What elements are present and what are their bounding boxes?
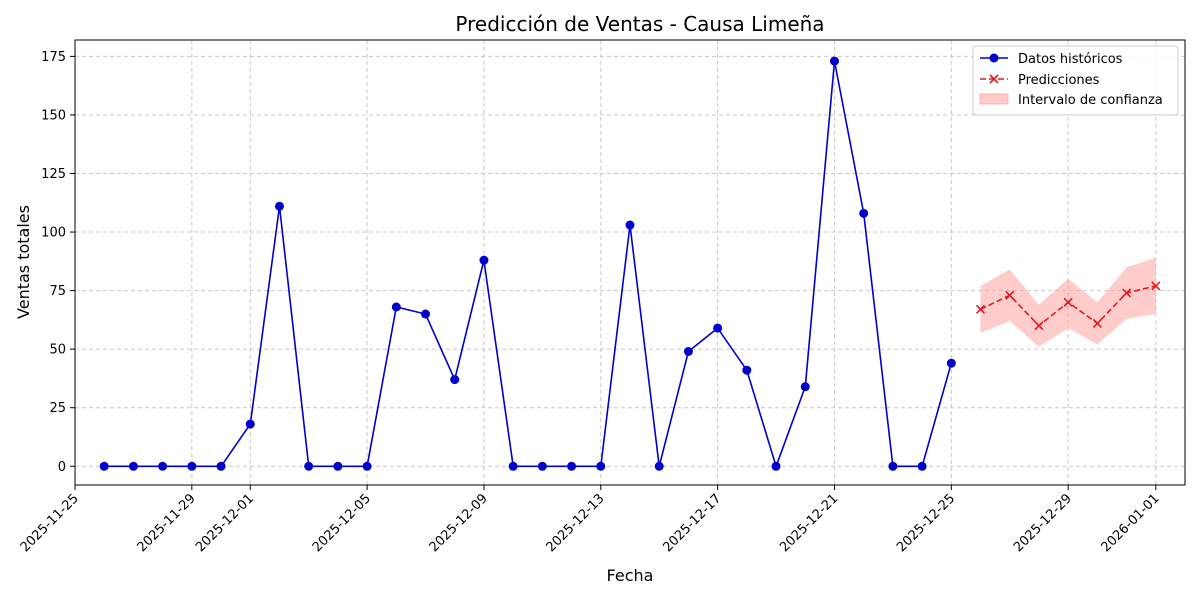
data-point: [859, 208, 869, 218]
x-tick-label: 2025-12-13: [544, 491, 608, 555]
prediction-point: [1151, 281, 1161, 291]
data-point: [567, 461, 577, 471]
x-tick-label: 2025-11-29: [135, 491, 199, 555]
chart-title: Predicción de Ventas - Causa Limeña: [455, 12, 824, 36]
x-tick-label: 2026-01-01: [1099, 491, 1163, 555]
data-point: [158, 461, 168, 471]
legend-entry-predictions: Predicciones: [980, 73, 1100, 88]
data-point: [625, 220, 635, 230]
data-point: [800, 382, 810, 392]
prediction-point: [1034, 321, 1044, 331]
x-tick-label: 2025-12-29: [1011, 491, 1075, 555]
y-axis-label: Ventas totales: [14, 205, 33, 319]
series-line-0: [104, 60, 953, 469]
y-tick-label: 0: [58, 460, 66, 475]
data-point: [274, 201, 284, 211]
legend-frame: [972, 45, 1179, 116]
legend-interval-swatch: [979, 93, 1009, 105]
data-point: [187, 461, 197, 471]
data-point: [245, 419, 255, 429]
legend-entry-historical: Datos históricos: [980, 52, 1123, 67]
series-markers: [99, 56, 1161, 471]
y-tick-label: 125: [41, 167, 66, 182]
prediction-point: [1122, 288, 1132, 298]
x-tick-label: 2025-12-21: [777, 491, 841, 555]
data-point: [946, 358, 956, 368]
y-tick-label: 100: [41, 226, 66, 241]
y-tick-label: 25: [49, 401, 66, 416]
y-axis: 0 25 50 75 100 125 150 175: [41, 50, 75, 475]
prediction-point: [1063, 297, 1073, 307]
legend-historical-marker: [989, 53, 999, 63]
data-point: [216, 461, 226, 471]
legend-historical-label: Datos históricos: [1018, 52, 1123, 67]
data-point: [479, 255, 489, 265]
prediction-point: [975, 304, 986, 314]
data-point: [508, 461, 518, 471]
data-point: [537, 461, 547, 471]
legend-interval-label: Intervalo de confianza: [1018, 93, 1163, 108]
x-tick-label: 2025-11-25: [18, 491, 82, 555]
x-tick-label: 2025-12-09: [427, 491, 491, 555]
data-point: [888, 461, 898, 471]
data-point: [654, 461, 664, 471]
data-point: [304, 461, 314, 471]
data-point: [829, 56, 839, 66]
x-tick-label: 2025-12-01: [193, 491, 257, 555]
data-point: [333, 461, 343, 471]
data-point: [713, 323, 723, 333]
prediction-point: [1092, 318, 1102, 328]
data-point: [771, 461, 781, 471]
data-point: [596, 461, 606, 471]
y-tick-label: 175: [41, 50, 66, 65]
x-axis-label: Fecha: [607, 566, 654, 585]
data-point: [128, 461, 138, 471]
data-point: [362, 461, 372, 471]
data-point: [391, 302, 401, 312]
x-tick-label: 2025-12-17: [660, 491, 724, 555]
x-tick-label: 2025-12-25: [894, 491, 958, 555]
legend-entry-interval: Intervalo de confianza: [979, 93, 1163, 108]
legend-predictions-label: Predicciones: [1018, 73, 1100, 88]
x-tick-label: 2025-12-05: [310, 491, 374, 555]
legend: Datos históricos Predicciones Intervalo …: [972, 45, 1179, 116]
y-tick-label: 50: [49, 343, 66, 358]
data-point: [742, 365, 752, 375]
data-point: [683, 347, 693, 356]
data-point: [421, 309, 431, 319]
plot-frame: [74, 39, 1186, 486]
y-tick-label: 150: [41, 108, 66, 123]
prediction-point: [1005, 290, 1015, 300]
data-point: [917, 461, 927, 471]
data-point: [450, 375, 460, 385]
legend-predictions-marker: [989, 74, 999, 84]
data-point: [99, 461, 109, 471]
y-tick-label: 75: [49, 284, 66, 299]
